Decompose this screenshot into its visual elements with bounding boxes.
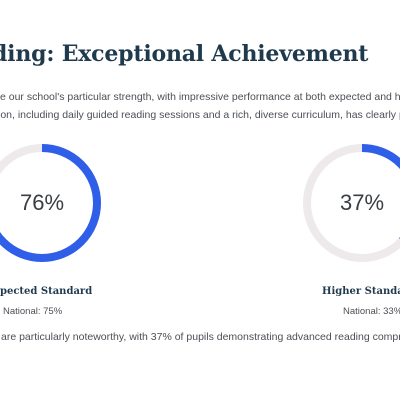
national-prefix: National: bbox=[3, 306, 41, 317]
expected-standard-donut: 76% bbox=[0, 143, 102, 263]
national-value: 33% bbox=[383, 306, 400, 317]
higher-standard-donut: 37% bbox=[302, 143, 400, 263]
donut-arc bbox=[0, 144, 101, 262]
national-prefix: National: bbox=[343, 306, 381, 317]
page-title: ding: Exceptional Achievement bbox=[0, 41, 369, 67]
higher-national-comparison: National: 33% bbox=[343, 306, 400, 317]
intro-paragraph: e our school's particular strength, with… bbox=[0, 88, 400, 124]
donut-value-label: 37% bbox=[339, 190, 385, 215]
intro-line-1: e our school's particular strength, with… bbox=[0, 91, 400, 103]
higher-standard-donut-svg bbox=[303, 144, 400, 262]
donut-arc bbox=[303, 144, 400, 262]
national-value: 75% bbox=[43, 306, 63, 317]
intro-line-2: ion, including daily guided reading sess… bbox=[0, 109, 400, 121]
expected-national-comparison: National: 75% bbox=[3, 306, 62, 317]
higher-standard-label: Higher Standard bbox=[322, 286, 400, 297]
footer-text: are particularly noteworthy, with 37% of… bbox=[1, 331, 400, 343]
expected-standard-label: xpected Standard bbox=[0, 286, 93, 297]
donut-value-label: 76% bbox=[19, 190, 65, 215]
expected-standard-donut-svg bbox=[0, 144, 101, 262]
